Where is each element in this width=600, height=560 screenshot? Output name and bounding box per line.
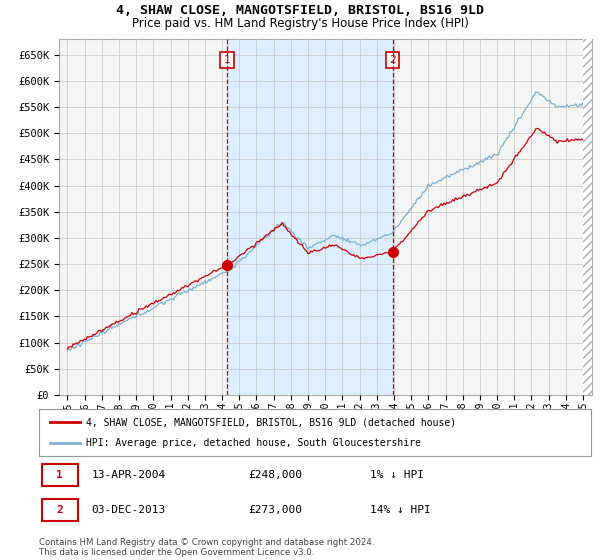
Bar: [227, 39, 392, 395]
Text: 1: 1: [56, 470, 63, 480]
Text: 4, SHAW CLOSE, MANGOTSFIELD, BRISTOL, BS16 9LD: 4, SHAW CLOSE, MANGOTSFIELD, BRISTOL, BS…: [116, 4, 484, 17]
Text: 1: 1: [224, 55, 230, 65]
Text: Price paid vs. HM Land Registry's House Price Index (HPI): Price paid vs. HM Land Registry's House …: [131, 17, 469, 30]
Text: £248,000: £248,000: [249, 470, 303, 480]
Text: 2: 2: [56, 505, 63, 515]
FancyBboxPatch shape: [42, 464, 77, 486]
Bar: [583, 39, 592, 395]
Text: 03-DEC-2013: 03-DEC-2013: [91, 505, 166, 515]
Text: 2: 2: [389, 55, 396, 65]
Text: 1% ↓ HPI: 1% ↓ HPI: [370, 470, 424, 480]
Text: 4, SHAW CLOSE, MANGOTSFIELD, BRISTOL, BS16 9LD (detached house): 4, SHAW CLOSE, MANGOTSFIELD, BRISTOL, BS…: [86, 417, 456, 427]
Text: £273,000: £273,000: [249, 505, 303, 515]
Text: This data is licensed under the Open Government Licence v3.0.: This data is licensed under the Open Gov…: [39, 548, 314, 557]
FancyBboxPatch shape: [42, 500, 77, 521]
Text: Contains HM Land Registry data © Crown copyright and database right 2024.: Contains HM Land Registry data © Crown c…: [39, 538, 374, 547]
Text: 13-APR-2004: 13-APR-2004: [91, 470, 166, 480]
Text: HPI: Average price, detached house, South Gloucestershire: HPI: Average price, detached house, Sout…: [86, 438, 421, 448]
Text: 14% ↓ HPI: 14% ↓ HPI: [370, 505, 431, 515]
